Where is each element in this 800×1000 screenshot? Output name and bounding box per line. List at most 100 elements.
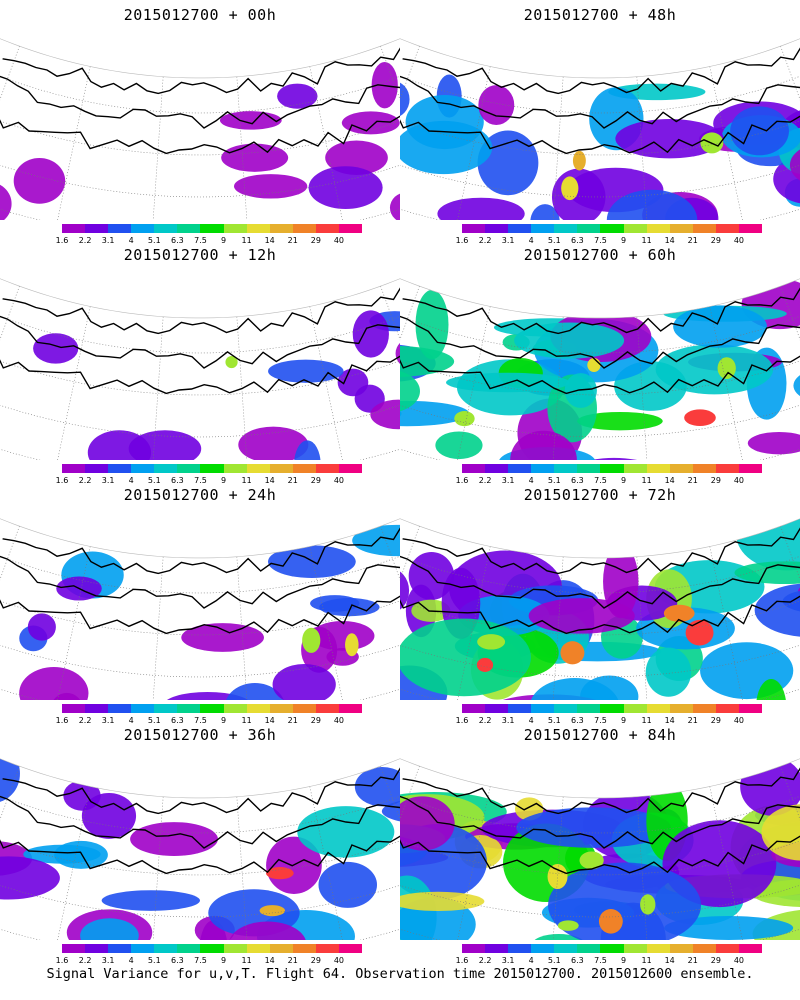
- coastline: [0, 74, 400, 129]
- colorbar-label: 2.2: [78, 956, 92, 965]
- colorbar-label: 3.1: [101, 956, 115, 965]
- colorbar-swatch: [738, 224, 763, 233]
- colorbar-label: 3.1: [101, 476, 115, 485]
- colorbar-label: 1.6: [455, 236, 469, 245]
- colorbar-label: 11: [241, 476, 252, 485]
- colorbar-swatch: [623, 944, 647, 953]
- map-panel: 2015012700 + 48h 1.6 2.2 3.1 4 5.1 6.3 7.5 9 11 14…: [400, 0, 800, 250]
- colorbar-label: 3.1: [501, 236, 515, 245]
- colorbar-label: 11: [241, 716, 252, 725]
- panel-title: 2015012700 + 12h: [123, 246, 277, 264]
- colorbar-swatch: [623, 224, 647, 233]
- coastline: [0, 108, 400, 155]
- colorbar-swatch: [223, 944, 247, 953]
- panel-title: 2015012700 + 84h: [523, 726, 677, 744]
- colorbar-swatch: [269, 944, 293, 953]
- colorbar-label: 5.1: [547, 956, 561, 965]
- colorbar-swatch: [315, 224, 339, 233]
- colorbar-swatch: [177, 704, 201, 713]
- variance-region: [277, 83, 318, 109]
- variance-map: [0, 274, 400, 460]
- variance-region: [337, 368, 369, 397]
- colorbar-swatch: [108, 944, 132, 953]
- coastline: [402, 46, 800, 95]
- colorbar-label: 11: [641, 476, 652, 485]
- colorbar-labels: 1.6 2.2 3.1 4 5.1 6.3 7.5 9 11 14 21 29 40: [56, 476, 362, 486]
- colorbar-swatch: [692, 944, 716, 953]
- colorbar-label: 21: [687, 236, 698, 245]
- colorbar-swatch: [246, 704, 270, 713]
- colorbar-swatch: [131, 944, 155, 953]
- colorbar-swatch: [692, 704, 716, 713]
- colorbar-label: 1.6: [55, 476, 69, 485]
- variance-region: [516, 807, 672, 848]
- colorbar-swatch: [531, 464, 555, 473]
- colorbar-swatch: [292, 224, 316, 233]
- colorbar-label: 6.3: [571, 236, 584, 245]
- variance-region: [310, 595, 360, 612]
- colorbar-swatch: [600, 224, 624, 233]
- variance-region: [318, 861, 378, 908]
- colorbar-swatch: [154, 464, 178, 473]
- colorbar-label: 29: [310, 236, 321, 245]
- colorbar-swatch: [62, 944, 86, 953]
- panel-title: 2015012700 + 36h: [123, 726, 277, 744]
- colorbar-swatch: [177, 944, 201, 953]
- colorbar-label: 29: [710, 716, 721, 725]
- variance-region: [400, 400, 470, 427]
- colorbar-swatch: [315, 704, 339, 713]
- variance-region: [400, 369, 420, 413]
- variance-region: [294, 440, 321, 460]
- colorbar-label: 1.6: [55, 716, 69, 725]
- colorbar-swatch: [462, 224, 486, 233]
- variance-region: [27, 613, 56, 641]
- variance-region: [400, 80, 410, 119]
- colorbar-label: 3.1: [501, 956, 515, 965]
- colorbar-swatch: [462, 464, 486, 473]
- colorbar-label: 4: [528, 716, 534, 725]
- variance-region: [577, 411, 663, 431]
- colorbar-label: 6.3: [171, 956, 184, 965]
- variance-region: [437, 197, 525, 220]
- colorbar-swatch: [223, 224, 247, 233]
- variance-region: [754, 583, 800, 637]
- colorbar-swatch: [715, 704, 739, 713]
- map-panel: 2015012700 + 84h 1.6 2.2 3.1 4 5.1 6.3 7.5 9 11 14…: [400, 720, 800, 970]
- colorbar-swatch: [462, 944, 486, 953]
- variance-region: [19, 666, 89, 700]
- variance-region: [389, 192, 400, 220]
- colorbar-swatch: [246, 464, 270, 473]
- coastline: [0, 348, 400, 395]
- map-panel: 2015012700 + 12h 1.6 2.2 3.1 4 5.1 6.3 7.5 9 11 14…: [0, 240, 400, 490]
- colorbar-label: 40: [733, 236, 745, 245]
- colorbar: [62, 224, 363, 233]
- colorbar-labels: 1.6 2.2 3.1 4 5.1 6.3 7.5 9 11 14 21 29 40: [456, 956, 762, 966]
- coastline: [400, 794, 800, 849]
- colorbar-label: 3.1: [101, 236, 115, 245]
- colorbar-label: 40: [733, 716, 745, 725]
- variance-region: [603, 544, 639, 619]
- colorbar-swatch: [246, 224, 270, 233]
- colorbar-swatch: [223, 704, 247, 713]
- coastline: [0, 588, 400, 635]
- variance-region: [101, 890, 200, 911]
- colorbar-label: 5.1: [147, 236, 161, 245]
- coastline: [402, 766, 800, 815]
- colorbar-swatch: [669, 944, 693, 953]
- colorbar-label: 9: [620, 716, 627, 725]
- variance-region: [0, 856, 60, 900]
- colorbar-label: 4: [128, 476, 134, 485]
- colorbar-swatch: [108, 464, 132, 473]
- coastline: [400, 828, 800, 875]
- colorbar-label: 1.6: [455, 476, 469, 485]
- coastline: [400, 348, 800, 395]
- variance-region: [405, 94, 484, 150]
- panel-title: 2015012700 + 72h: [523, 486, 677, 504]
- colorbar-label: 11: [241, 956, 252, 965]
- variance-region: [238, 426, 309, 460]
- colorbar-swatch: [338, 704, 363, 713]
- colorbar: [462, 704, 763, 713]
- map-panel: 2015012700 + 36h 1.6 2.2 3.1 4 5.1 6.3 7.5 9 11 14…: [0, 720, 400, 970]
- colorbar-label: 14: [664, 236, 675, 245]
- variance-region: [130, 822, 218, 857]
